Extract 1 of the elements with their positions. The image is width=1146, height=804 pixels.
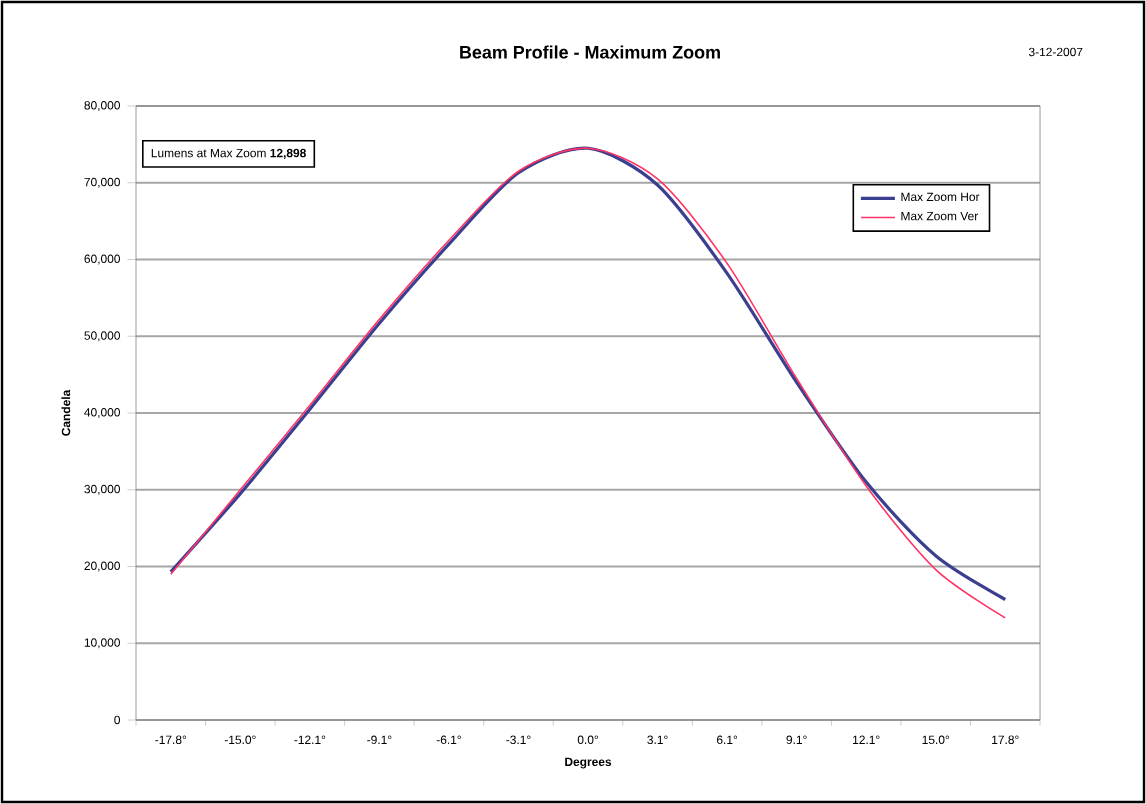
chart-title: Beam Profile - Maximum Zoom	[460, 45, 720, 59]
